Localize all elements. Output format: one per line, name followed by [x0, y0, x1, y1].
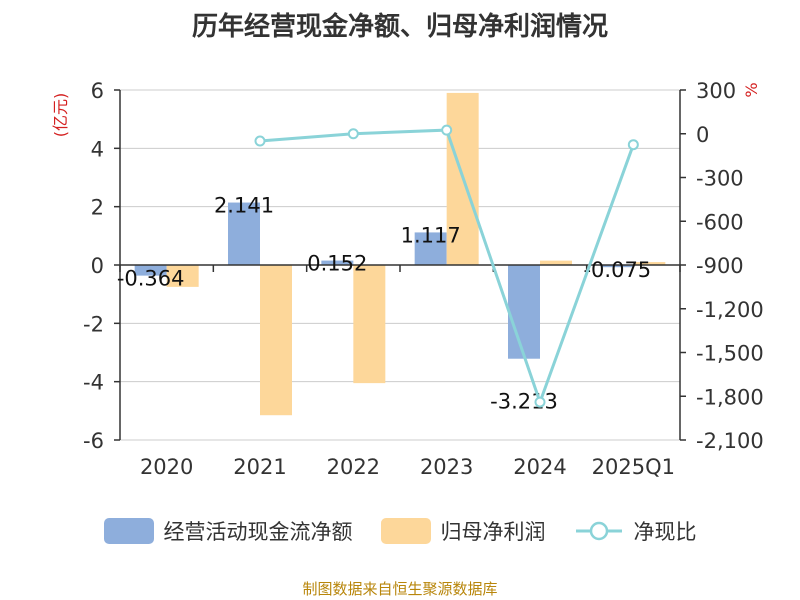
- bar-cashflow: [508, 265, 540, 359]
- y-right-tick-label: 0: [696, 123, 709, 147]
- legend-label-cashflow: 经营活动现金流净额: [163, 520, 353, 544]
- y-right-tick-label: -600: [696, 210, 744, 234]
- data-label-cashflow: -0.364: [117, 267, 185, 291]
- data-label-cashflow: -3.213: [490, 390, 558, 414]
- point-cash-ratio: [441, 124, 453, 136]
- y-right-tick-label: 300: [696, 79, 736, 103]
- point-cash-ratio: [347, 128, 359, 140]
- legend-label-net-profit: 归母净利润: [440, 520, 546, 544]
- y-left-tick-label: -2: [83, 312, 104, 336]
- y-left-tick-label: 2: [91, 196, 104, 220]
- legend: 经营活动现金流净额 归母净利润 净现比: [0, 516, 800, 546]
- data-label-cashflow: -0.075: [583, 258, 651, 282]
- legend-line-icon: [575, 521, 622, 541]
- data-label-cashflow: 2.141: [214, 194, 274, 218]
- bar-net-profit: [633, 262, 666, 265]
- data-label-cashflow: 0.152: [307, 252, 367, 276]
- legend-item-cash-ratio[interactable]: 净现比: [574, 516, 697, 546]
- y-left-axis-label: (亿元): [51, 93, 70, 138]
- x-tick-label: 2024: [513, 455, 566, 479]
- legend-swatch-cashflow: [103, 518, 154, 544]
- bar-cashflow: [134, 265, 167, 276]
- bar-cashflow: [228, 202, 260, 265]
- bar-cashflow: [601, 265, 634, 268]
- source-footer: 制图数据来自恒生聚源数据库: [302, 580, 498, 598]
- x-tick-label: 2021: [233, 455, 286, 479]
- x-tick-label: 2025Q1: [592, 455, 675, 479]
- legend-swatch-net-profit: [380, 518, 431, 544]
- x-tick-label: 2020: [140, 455, 193, 479]
- y-left-tick-label: -6: [83, 429, 104, 453]
- point-cash-ratio: [534, 396, 546, 408]
- y-left-tick-label: 0: [91, 254, 104, 278]
- bar-net-profit: [260, 265, 292, 416]
- bar-cashflow: [414, 232, 447, 265]
- y-right-tick-label: -300: [696, 167, 744, 191]
- x-tick-label: 2023: [420, 455, 473, 479]
- y-right-tick-label: -1,500: [696, 342, 764, 366]
- point-cash-ratio: [627, 139, 639, 151]
- legend-item-net-profit[interactable]: 归母净利润: [380, 516, 546, 546]
- bar-net-profit: [540, 260, 572, 265]
- y-left-tick-label: 4: [91, 137, 104, 161]
- legend-item-cashflow[interactable]: 经营活动现金流净额: [103, 516, 353, 546]
- y-right-tick-label: -1,200: [696, 298, 764, 322]
- y-left-tick-label: 6: [91, 79, 104, 103]
- x-tick-label: 2022: [327, 455, 380, 479]
- y-left-tick-label: -4: [83, 371, 104, 395]
- bar-cashflow: [321, 260, 354, 265]
- y-right-tick-label: -900: [696, 254, 744, 278]
- y-right-tick-label: -2,100: [696, 429, 764, 453]
- y-right-tick-label: -1,800: [696, 385, 764, 409]
- bar-net-profit: [353, 265, 386, 384]
- chart-title: 历年经营现金净额、归母净利润情况: [191, 12, 608, 42]
- point-cash-ratio: [254, 135, 266, 147]
- data-label-cashflow: 1.117: [401, 223, 461, 247]
- legend-label-cash-ratio: 净现比: [633, 520, 697, 544]
- y-right-axis-label: %: [742, 82, 761, 97]
- bar-net-profit: [166, 265, 199, 287]
